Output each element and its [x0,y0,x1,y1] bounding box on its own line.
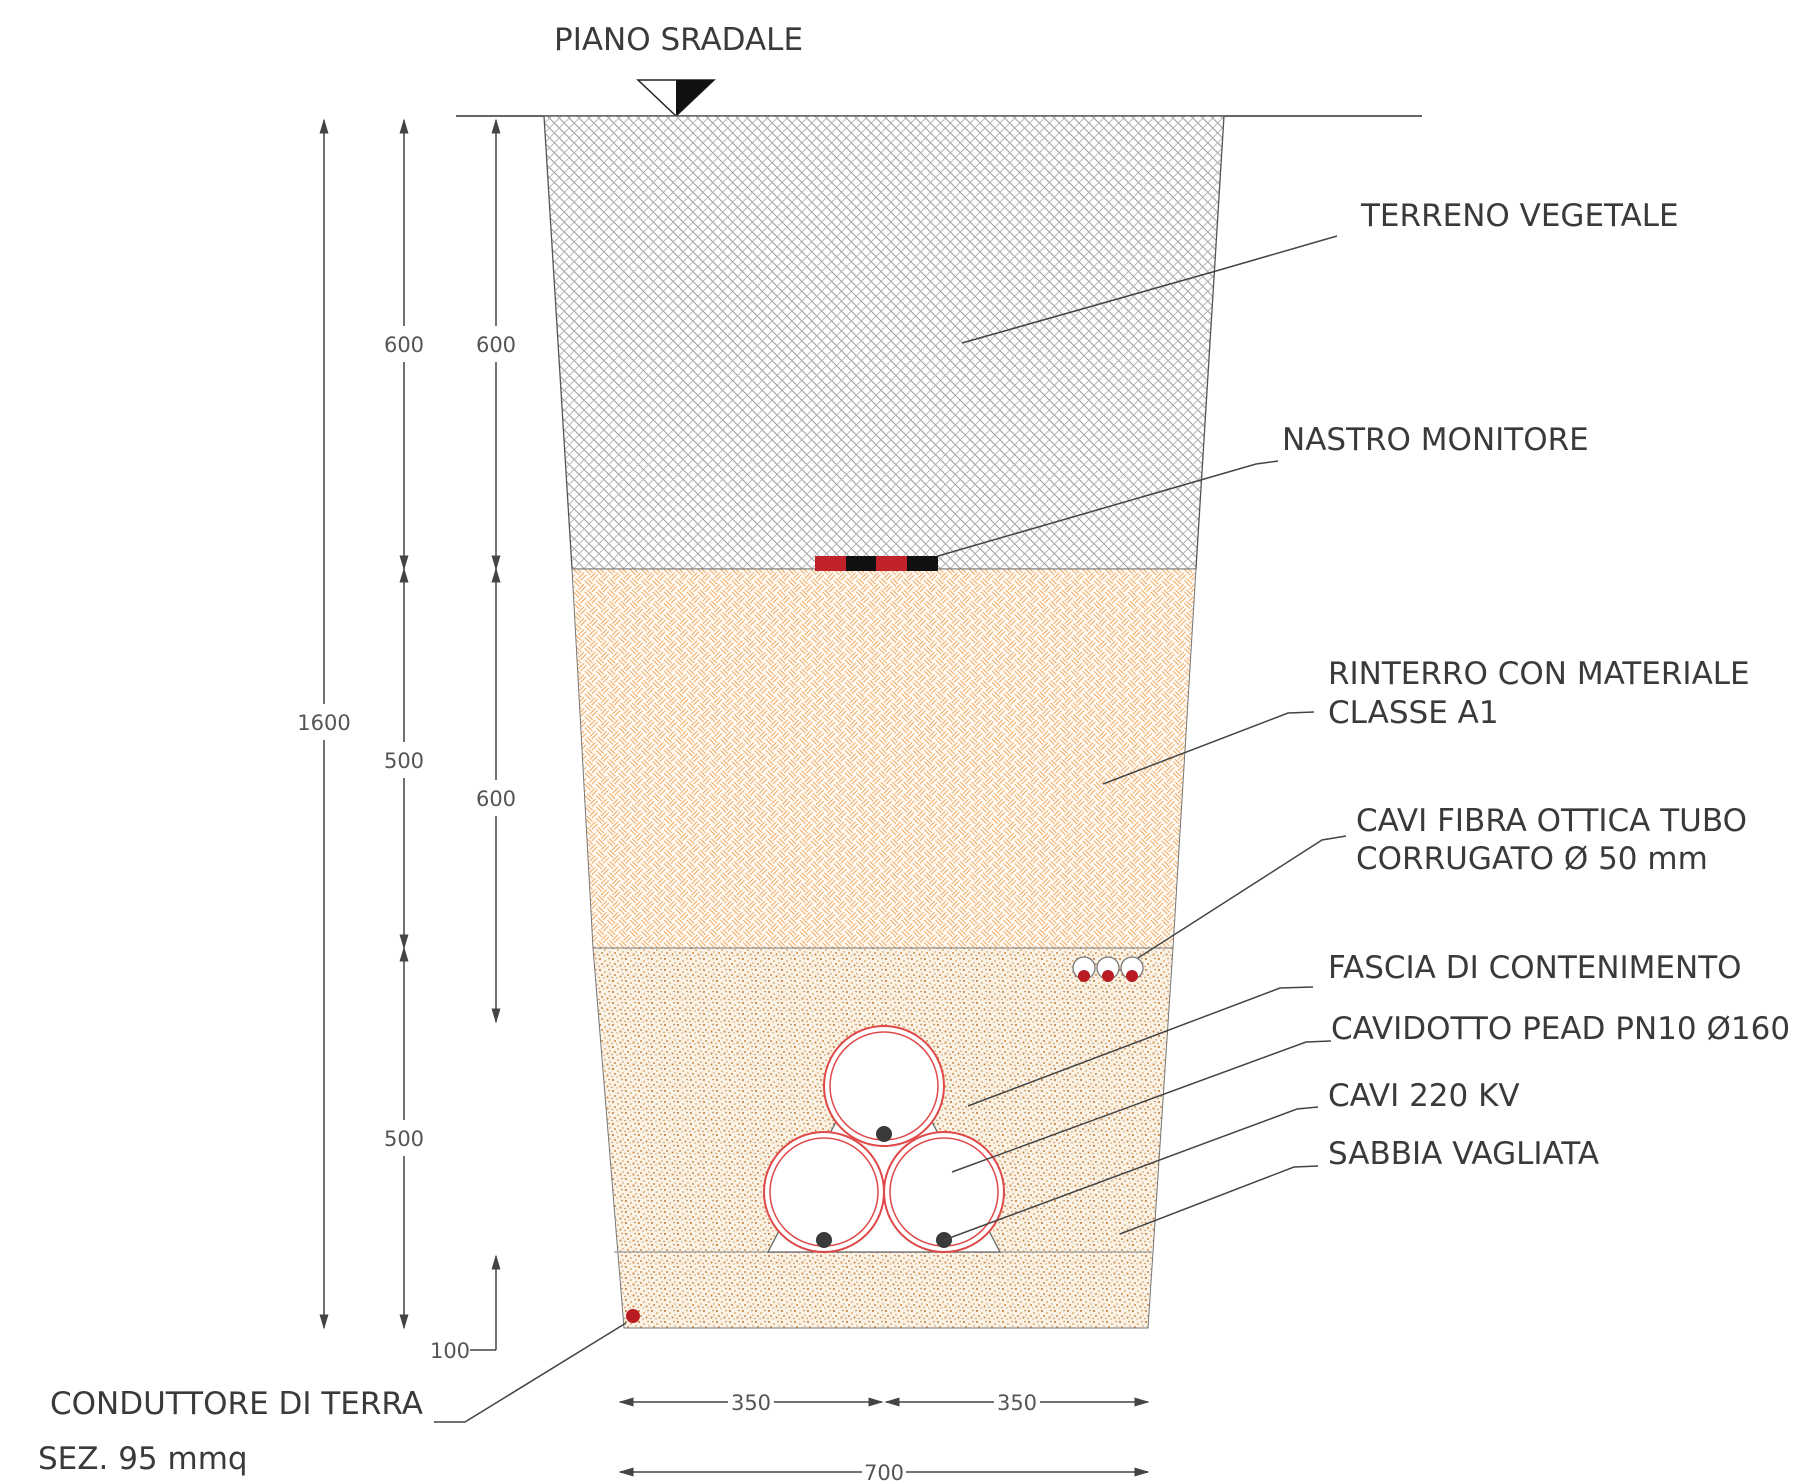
dim-col3-bedding [470,1254,501,1351]
leader-containment [967,986,1314,1107]
label-ground-2: SEZ. 95 mmq [38,1441,248,1477]
level-triangle-icon [636,79,716,118]
dim-total-width-label: 700 [864,1461,904,1484]
warning-tape [815,556,938,571]
backfill-layer [571,568,1197,949]
dim-half-right-label: 350 [997,1391,1037,1415]
dim-half-left-label: 350 [731,1391,771,1415]
leader-conduit [951,1040,1332,1173]
conduit-top [823,1025,945,1147]
dim-col2-backfill-label: 500 [384,749,424,773]
fiber-optic-ducts [1072,956,1144,982]
label-ground-1: CONDUTTORE DI TERRA [50,1386,423,1422]
label-containment: FASCIA DI CONTENIMENTO [1328,950,1742,986]
ground-conductor [626,1309,640,1323]
label-conduit: CAVIDOTTO PEAD PN10 Ø160 [1331,1011,1790,1047]
dim-col2-sand-label: 500 [384,1127,424,1151]
conduit-right [883,1131,1005,1253]
leader-ground [434,1322,627,1423]
leader-sand [1119,1165,1319,1235]
label-topsoil: TERRENO VEGETALE [1360,198,1679,234]
dim-col3-bedding-label: 100 [430,1339,470,1363]
leader-cables [943,1106,1319,1241]
label-backfill-2: CLASSE A1 [1328,695,1499,731]
cable-220kv [816,1232,832,1248]
dim-col2-topsoil-label: 600 [384,333,424,357]
label-fiber-2: CORRUGATO Ø 50 mm [1356,841,1708,877]
label-cables: CAVI 220 KV [1328,1078,1520,1114]
leader-topsoil [961,235,1338,344]
road-level-label: PIANO SRADALE [554,22,803,58]
label-backfill-1: RINTERRO CON MATERIALE [1328,656,1750,692]
leader-backfill [1102,711,1315,785]
cable-220kv [876,1126,892,1142]
leader-warning-tape [937,460,1279,557]
label-sand: SABBIA VAGLIATA [1328,1136,1599,1172]
dim-total-depth-label: 1600 [297,711,350,735]
dim-col3-backfill-label: 600 [476,787,516,811]
label-warning-tape: NASTRO MONITORE [1282,422,1589,458]
topsoil-layer [543,115,1225,570]
dim-col3-topsoil-label: 600 [476,333,516,357]
leader-fiber [1137,835,1347,959]
conduit-left [763,1131,885,1253]
label-fiber-1: CAVI FIBRA OTTICA TUBO [1356,803,1747,839]
